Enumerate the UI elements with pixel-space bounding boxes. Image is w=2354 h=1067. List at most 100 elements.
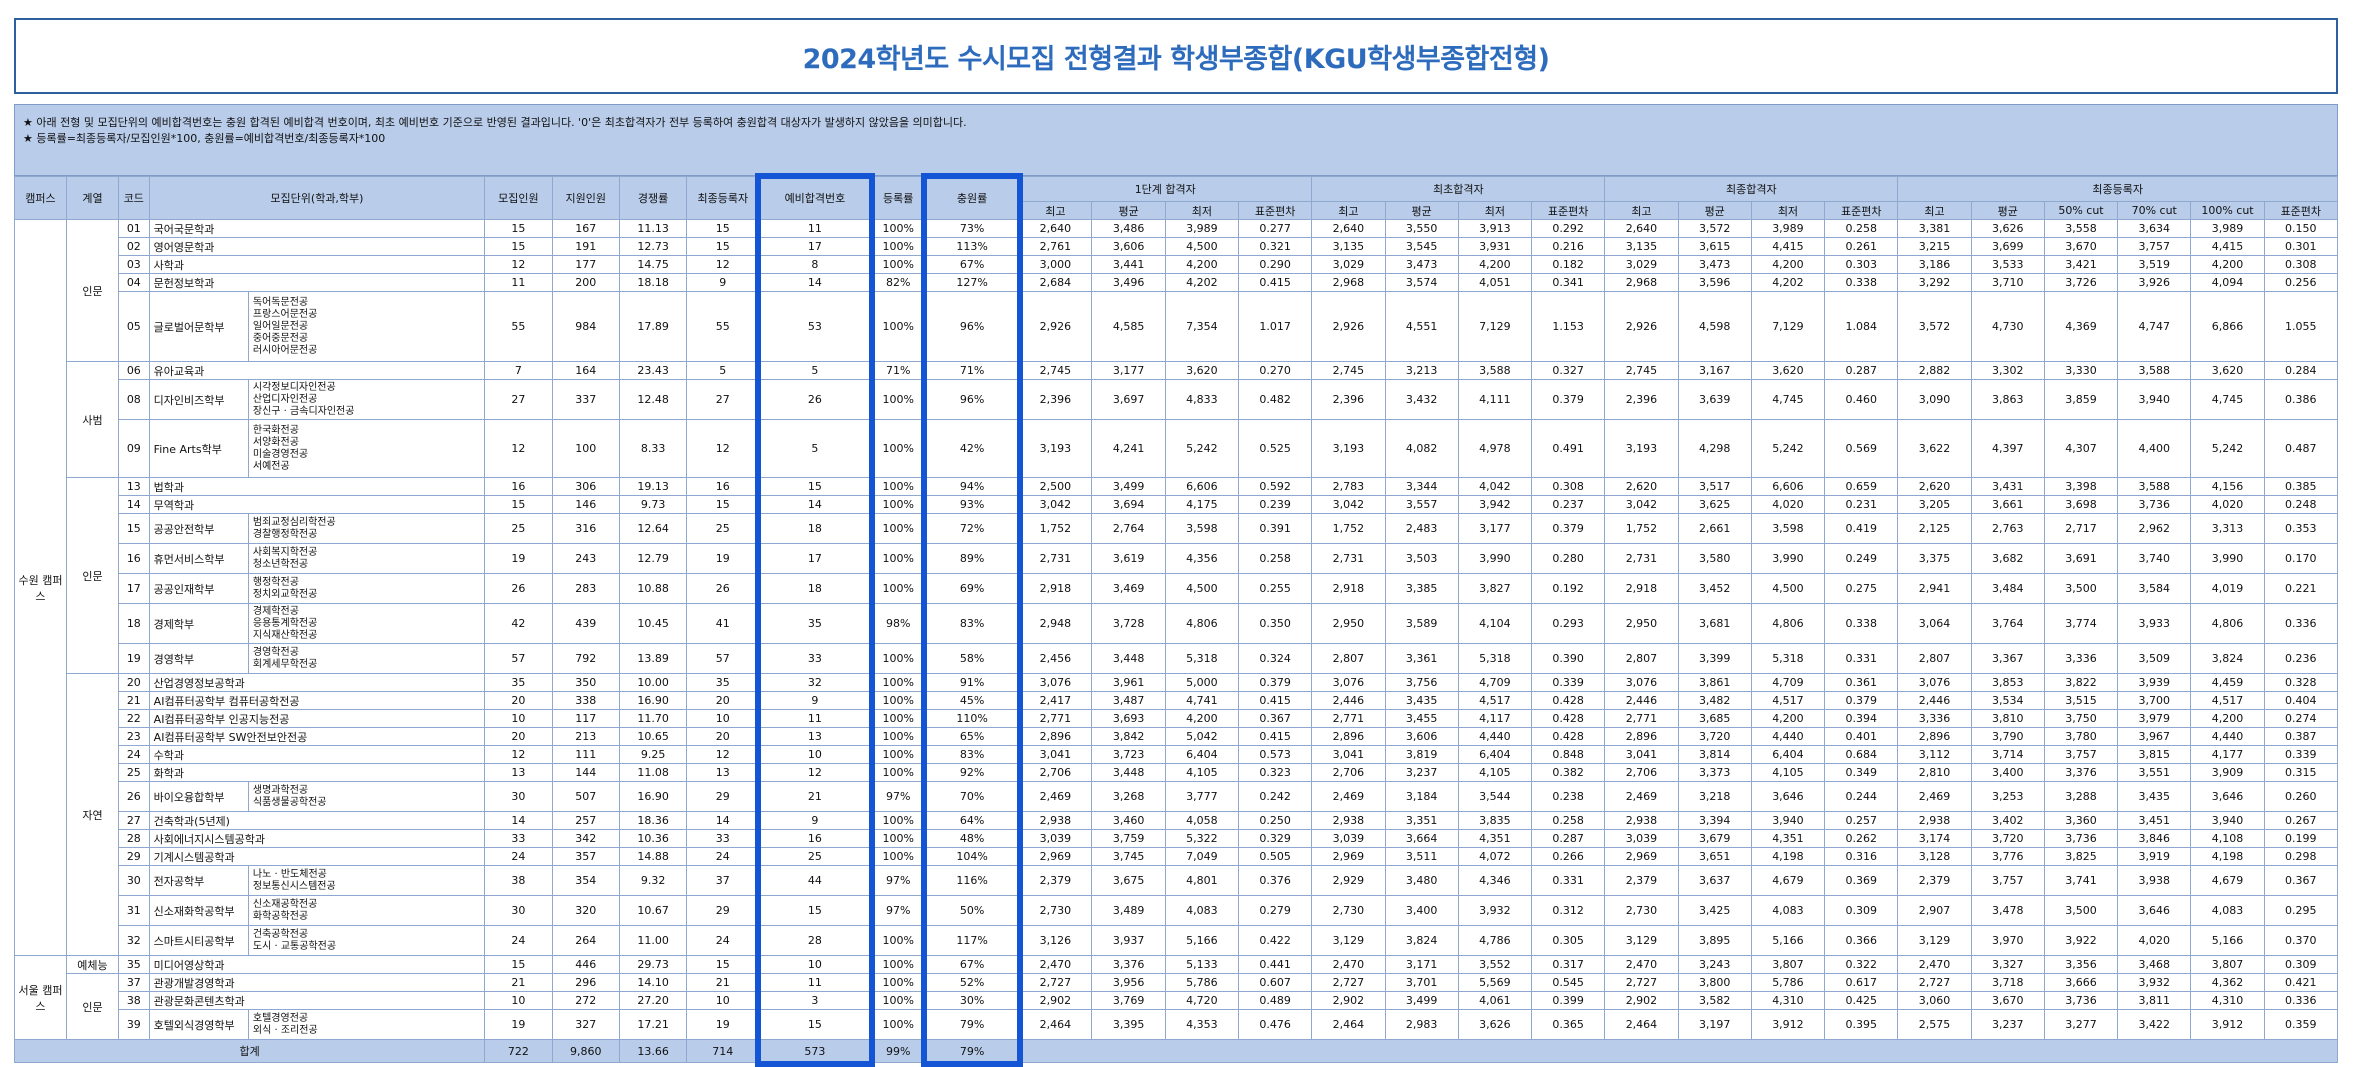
score-cell: 4,020: [1751, 496, 1824, 514]
score-cell: 0.192: [1532, 574, 1605, 604]
score-cell: 3,736: [2044, 992, 2117, 1010]
unit-name-cell: 미디어영상학과: [149, 956, 485, 974]
waitlist-cell: 13: [759, 728, 871, 746]
score-cell: 3,128: [1898, 848, 1971, 866]
reg-rate-cell: 100%: [871, 514, 925, 544]
score-cell: 3,336: [2044, 644, 2117, 674]
score-cell: 0.339: [2264, 746, 2337, 764]
score-cell: 3,606: [1385, 728, 1458, 746]
registered-cell: 24: [687, 926, 759, 956]
score-cell: 4,786: [1458, 926, 1531, 956]
score-cell: 0.242: [1238, 782, 1311, 812]
registered-cell: 29: [687, 896, 759, 926]
score-cell: 4,020: [2118, 926, 2191, 956]
sub-major: 사회복지학전공: [253, 547, 482, 559]
results-table: 캠퍼스 계열 코드 모집단위(학과,학부) 모집인원 지원인원 경쟁률 최종등록…: [14, 176, 2338, 1063]
score-cell: 3,367: [1971, 644, 2044, 674]
score-cell: 2,810: [1898, 764, 1971, 782]
score-cell: 3,435: [1385, 692, 1458, 710]
quota-cell: 25: [485, 514, 552, 544]
applicants-cell: 439: [552, 604, 619, 644]
score-cell: 3,741: [2044, 866, 2117, 896]
score-cell: 3,990: [1458, 544, 1531, 574]
registered-cell: 24: [687, 848, 759, 866]
score-cell: 4,551: [1385, 292, 1458, 362]
score-cell: 4,500: [1165, 238, 1238, 256]
score-cell: 0.394: [1825, 710, 1898, 728]
score-cell: 0.476: [1238, 1010, 1311, 1040]
score-cell: 3,938: [2118, 866, 2191, 896]
score-cell: 0.331: [1532, 866, 1605, 896]
score-cell: 2,938: [1019, 812, 1092, 830]
registered-cell: 5: [687, 362, 759, 380]
waitlist-cell: 33: [759, 644, 871, 674]
fill-rate-cell: 116%: [925, 866, 1018, 896]
score-cell: 2,470: [1312, 956, 1385, 974]
quota-cell: 13: [485, 764, 552, 782]
registered-cell: 27: [687, 380, 759, 420]
score-cell: 2,379: [1898, 866, 1971, 896]
score-cell: 3,552: [1458, 956, 1531, 974]
score-cell: 3,041: [1605, 746, 1678, 764]
code-cell: 23: [118, 728, 149, 746]
score-cell: 0.308: [2264, 256, 2337, 274]
score-cell: 3,697: [1092, 380, 1165, 420]
reg-rate-cell: 100%: [871, 830, 925, 848]
reg-rate-cell: 100%: [871, 848, 925, 866]
score-cell: 2,731: [1019, 544, 1092, 574]
score-cell: 2,125: [1898, 514, 1971, 544]
applicants-cell: 111: [552, 746, 619, 764]
quota-cell: 10: [485, 710, 552, 728]
field-cell: 사범: [66, 362, 118, 478]
score-cell: 3,360: [2044, 812, 2117, 830]
score-cell: 0.323: [1238, 764, 1311, 782]
unit-name-cell: 수학과: [149, 746, 485, 764]
sub-major: 산업디자인전공: [253, 394, 482, 406]
score-cell: 3,177: [1458, 514, 1531, 544]
score-cell: 3,000: [1019, 256, 1092, 274]
score-cell: 3,895: [1678, 926, 1751, 956]
score-cell: 3,574: [1385, 274, 1458, 292]
score-cell: 0.239: [1238, 496, 1311, 514]
score-cell: 4,200: [1165, 256, 1238, 274]
score-cell: 2,469: [1898, 782, 1971, 812]
score-cell: 3,448: [1092, 764, 1165, 782]
code-cell: 09: [118, 420, 149, 478]
unit-name-cell: 관광개발경영학과: [149, 974, 485, 992]
reg-rate-cell: 100%: [871, 220, 925, 238]
score-cell: 3,726: [2044, 274, 2117, 292]
waitlist-cell: 25: [759, 848, 871, 866]
fill-rate-cell: 104%: [925, 848, 1018, 866]
score-cell: 4,083: [1751, 896, 1824, 926]
score-cell: 3,473: [1385, 256, 1458, 274]
score-cell: 3,822: [2044, 674, 2117, 692]
score-cell: 3,675: [1092, 866, 1165, 896]
score-cell: 3,961: [1092, 674, 1165, 692]
sub-major: 서예전공: [253, 461, 482, 473]
score-cell: 2,896: [1605, 728, 1678, 746]
unit-name-cell: 호텔외식경영학부: [149, 1010, 248, 1040]
score-cell: 2,745: [1605, 362, 1678, 380]
waitlist-cell: 26: [759, 380, 871, 420]
score-cell: 0.399: [1532, 992, 1605, 1010]
score-cell: 2,464: [1019, 1010, 1092, 1040]
note-line: ★ 등록률=최종등록자/모집인원*100, 충원률=예비합격번호/최종등록자*1…: [23, 131, 2329, 147]
header-group-initial: 최초합격자: [1312, 177, 1605, 202]
waitlist-cell: 15: [759, 896, 871, 926]
score-cell: 4,801: [1165, 866, 1238, 896]
registered-cell: 10: [687, 992, 759, 1010]
score-cell: 2,918: [1605, 574, 1678, 604]
rate-cell: 8.33: [619, 420, 686, 478]
registered-cell: 26: [687, 574, 759, 604]
code-cell: 16: [118, 544, 149, 574]
unit-name-cell: 디자인비즈학부: [149, 380, 248, 420]
score-cell: 3,990: [2191, 544, 2264, 574]
score-cell: 3,395: [1092, 1010, 1165, 1040]
score-cell: 2,379: [1605, 866, 1678, 896]
rate-cell: 17.89: [619, 292, 686, 362]
score-cell: 3,090: [1898, 380, 1971, 420]
fill-rate-cell: 93%: [925, 496, 1018, 514]
